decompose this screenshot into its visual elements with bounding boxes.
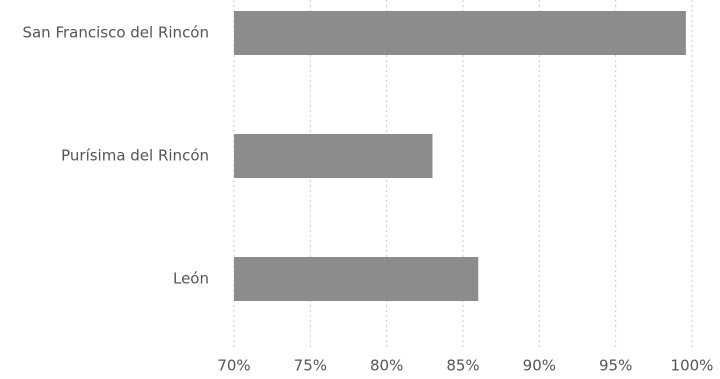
x-tick-label: 100% xyxy=(671,357,714,375)
y-tick-label: Purísima del Rincón xyxy=(61,147,209,165)
bar xyxy=(234,257,479,301)
x-tick-label: 85% xyxy=(446,357,479,375)
x-tick-label: 95% xyxy=(599,357,632,375)
x-tick-label: 75% xyxy=(294,357,327,375)
y-tick-label: San Francisco del Rincón xyxy=(22,24,209,42)
y-tick-label: León xyxy=(173,270,209,288)
bar xyxy=(234,11,686,55)
x-tick-label: 80% xyxy=(370,357,403,375)
x-tick-label: 90% xyxy=(523,357,556,375)
x-tick-label: 70% xyxy=(217,357,250,375)
bar xyxy=(234,134,433,178)
